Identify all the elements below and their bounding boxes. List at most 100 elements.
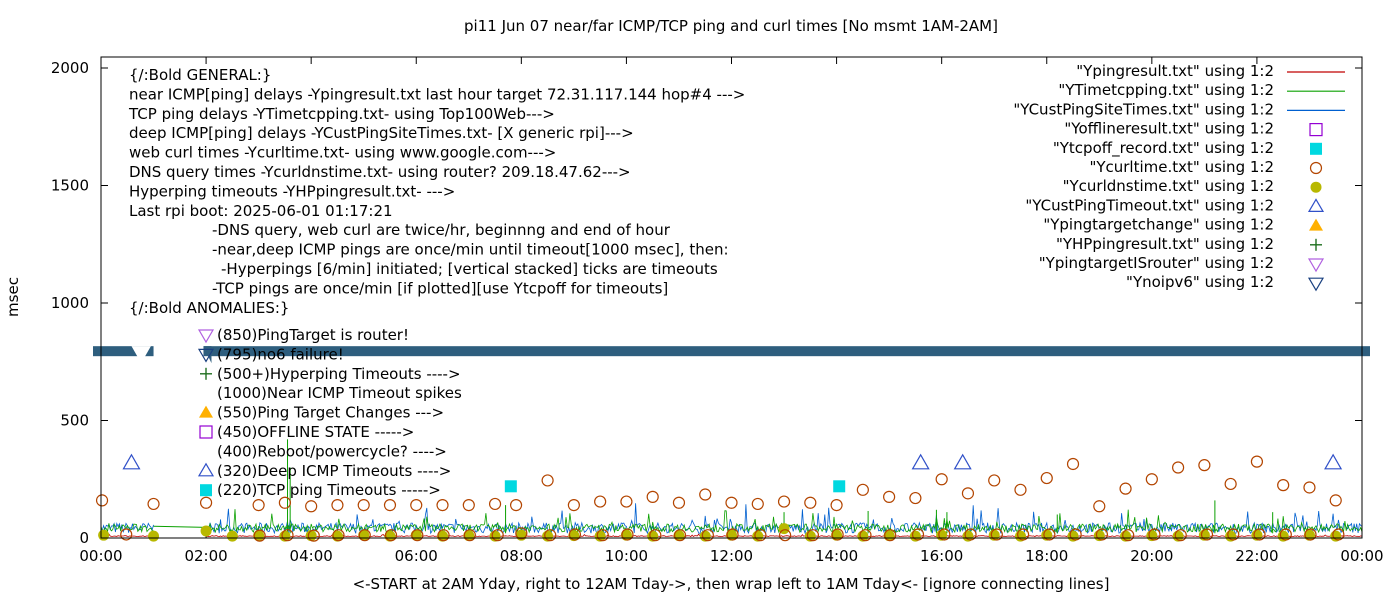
curldns-point (305, 530, 317, 542)
curltime-point (331, 499, 344, 512)
curltime-point (701, 529, 714, 542)
tcp-timeout-point (504, 480, 517, 493)
curltime-point (938, 528, 951, 541)
series-noipv6-band (93, 345, 1370, 364)
curltime-point (515, 527, 528, 540)
curltime-point (778, 529, 792, 542)
legend-marker (1310, 181, 1322, 193)
legend-marker (1307, 198, 1325, 212)
curltime-point (1069, 528, 1082, 541)
tcp-timeout-point (833, 480, 846, 493)
y-tick-label: 1500 (51, 177, 89, 195)
anomaly-marker (200, 484, 212, 497)
note-line: {/:Bold GENERAL:} (129, 66, 271, 84)
curltime-point (383, 499, 397, 512)
custping-timeout-point (911, 453, 930, 470)
curltime-point (384, 529, 398, 542)
curltime-point (1227, 528, 1240, 541)
curltime-point (436, 499, 449, 512)
curltime-point (830, 499, 843, 512)
anomaly-line: (500+)Hyperping Timeouts ----> (217, 365, 461, 383)
curltime-point (883, 490, 896, 503)
noipv6-band-gap (153, 345, 204, 358)
anomaly-line: (400)Reboot/powercycle? ----> (217, 442, 447, 460)
curltime-point (437, 529, 450, 542)
legend-label: "YpingtargetISrouter" using 1:2 (1039, 254, 1274, 272)
curltime-point (1224, 477, 1237, 491)
curltime-point (1279, 528, 1292, 541)
x-tick-label: 20:00 (1130, 547, 1173, 565)
curltime-point (961, 487, 975, 500)
curltime-point (541, 474, 554, 487)
curldns-point (200, 525, 212, 537)
curltime-point (990, 528, 1003, 541)
curltime-point (95, 494, 109, 507)
note-line: {/:Bold ANOMALIES:} (129, 299, 289, 317)
curltime-point (411, 529, 424, 542)
noipv6-band-gap (131, 346, 151, 364)
curltime-point (646, 490, 659, 503)
curldns-point (98, 529, 110, 541)
curltime-point (804, 496, 817, 509)
notes-annotations: {/:Bold GENERAL:}near ICMP[ping] delays … (128, 66, 745, 499)
curltime-point (568, 528, 582, 541)
curltime-point (1145, 473, 1158, 486)
curltime-point (307, 529, 320, 542)
curltime-point (911, 528, 925, 541)
curltime-point (672, 496, 686, 509)
noipv6-band-edge (203, 346, 212, 364)
curltime-point (357, 499, 370, 512)
curltime-point (777, 495, 791, 508)
plot-frame (100, 56, 1363, 539)
note-line: DNS query times -Ycurldnstime.txt- using… (129, 163, 631, 181)
curltime-point (358, 529, 371, 542)
curltime-point (463, 529, 476, 542)
curltime-point (649, 529, 662, 542)
curltime-point (253, 529, 266, 542)
curltime-point (594, 495, 607, 508)
custping-timeout-point (1324, 453, 1343, 470)
curltime-point (909, 491, 922, 505)
note-line: Hyperping timeouts -YHPpingresult.txt- -… (129, 182, 455, 200)
legend-label: "YTimetcpping.txt" using 1:2 (1058, 81, 1274, 99)
legend-marker (1310, 142, 1322, 155)
x-tick-label: 00:00 (1340, 547, 1383, 565)
curldns-point (148, 530, 160, 542)
curltime-point (1200, 528, 1214, 541)
anomaly-line: (550)Ping Target Changes ---> (217, 404, 444, 422)
x-axis-label: <-START at 2AM Yday, right to 12AM Tday-… (353, 575, 1110, 593)
curltime-point (410, 499, 423, 512)
custping-timeout-point (953, 453, 972, 470)
legend-marker (1307, 258, 1325, 273)
curltime-point (281, 529, 294, 542)
curltime-point (332, 529, 345, 542)
curltime-point (1014, 483, 1027, 496)
anomaly-marker (197, 348, 215, 363)
note-line: -near,deep ICMP pings are once/min until… (212, 241, 729, 259)
curltime-point (1066, 457, 1080, 471)
curltime-point (1148, 528, 1161, 541)
anomaly-line: (320)Deep ICMP Timeouts ----> (217, 462, 451, 480)
custping-timeout-point (122, 453, 141, 470)
legend-label: "Ypingtargetchange" using 1:2 (1043, 216, 1274, 234)
curltime-point (199, 496, 213, 509)
curltime-point (1303, 481, 1316, 494)
plot-area: 00:00 02:00 04:00 06:00 08:00 10:00 12:00 14:00… (51, 57, 1384, 565)
curltime-point (620, 495, 633, 508)
curltime-point (831, 528, 844, 541)
note-line: deep ICMP[ping] delays -YCustPingSiteTim… (129, 124, 634, 142)
curltime-point (1043, 528, 1056, 541)
curltime-point (964, 528, 977, 541)
curltime-point (278, 496, 291, 509)
curltime-point (491, 529, 504, 542)
curltime-point (754, 529, 767, 542)
curltime-point (935, 473, 948, 486)
chart-title: pi11 Jun 07 near/far ICMP/TCP ping and c… (464, 17, 998, 35)
curltime-point (462, 499, 475, 512)
legend-label: "YHPpingresult.txt" using 1:2 (1056, 235, 1274, 253)
curltime-point (1119, 482, 1132, 495)
curltime-point (1250, 455, 1264, 468)
x-tick-label: 16:00 (920, 547, 963, 565)
note-line: near ICMP[ping] delays -Ypingresult.txt … (129, 85, 745, 103)
curltime-point (1174, 529, 1187, 542)
